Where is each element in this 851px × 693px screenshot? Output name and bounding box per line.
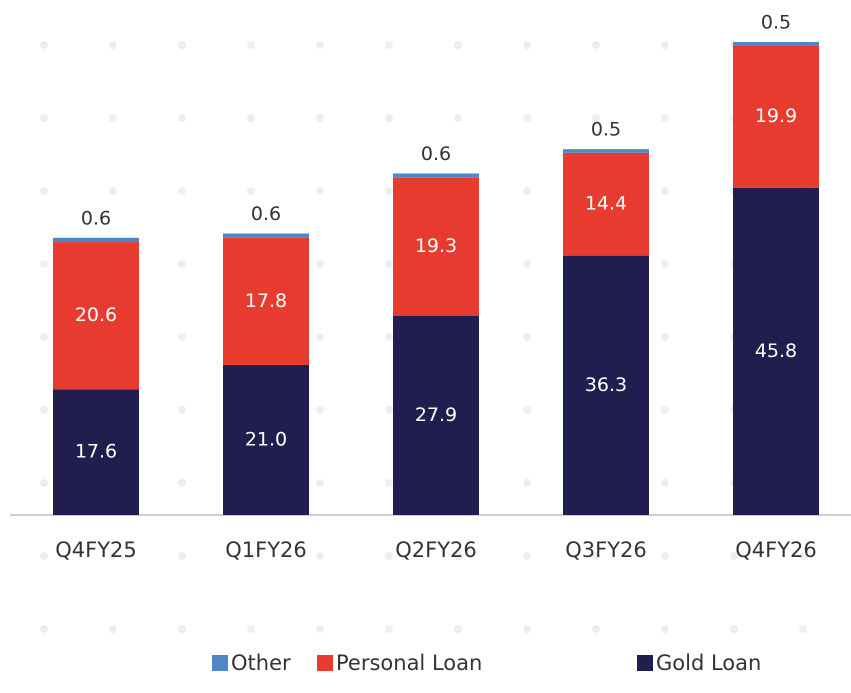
- data-label: 20.6: [75, 304, 117, 326]
- bar-segment: [223, 237, 309, 365]
- bar-segment: [563, 152, 649, 256]
- legend-label: Other: [231, 651, 291, 675]
- bar-segment: [733, 187, 819, 515]
- data-label: 36.3: [585, 374, 627, 396]
- data-label: 19.9: [755, 105, 797, 127]
- bar-segment: [733, 45, 819, 188]
- data-label: 0.6: [81, 207, 111, 229]
- bar-segment: [563, 255, 649, 515]
- data-label: 14.4: [585, 193, 627, 215]
- x-tick-label: Q3FY26: [565, 538, 647, 562]
- legend-swatch: [317, 655, 333, 671]
- legend-label: Gold Loan: [656, 651, 761, 675]
- data-label: 19.3: [415, 235, 457, 257]
- legend-swatch: [212, 655, 228, 671]
- x-tick-label: Q4FY26: [735, 538, 817, 562]
- bar-segment: [563, 149, 649, 153]
- data-label: 21.0: [245, 428, 287, 450]
- data-label: 27.9: [415, 404, 457, 426]
- bar-segment: [53, 389, 139, 515]
- bar-segment: [733, 42, 819, 46]
- bar-segment: [393, 315, 479, 515]
- data-label: 0.5: [591, 119, 621, 141]
- legend-label: Personal Loan: [336, 651, 482, 675]
- data-label: 0.6: [251, 203, 281, 225]
- bar-segment: [223, 233, 309, 238]
- bar-segment: [393, 173, 479, 178]
- bar-segment: [53, 237, 139, 243]
- x-tick-label: Q2FY26: [395, 538, 477, 562]
- data-label: 0.6: [421, 143, 451, 165]
- bar-segment: [53, 242, 139, 390]
- x-tick-label: Q4FY25: [55, 538, 137, 562]
- data-label: 45.8: [755, 340, 797, 362]
- legend-swatch: [637, 655, 653, 671]
- bar-segment: [223, 364, 309, 515]
- data-label: 0.5: [761, 12, 791, 34]
- data-label: 17.8: [245, 290, 287, 312]
- x-tick-label: Q1FY26: [225, 538, 307, 562]
- data-label: 17.6: [75, 441, 117, 463]
- bar-segment: [393, 177, 479, 316]
